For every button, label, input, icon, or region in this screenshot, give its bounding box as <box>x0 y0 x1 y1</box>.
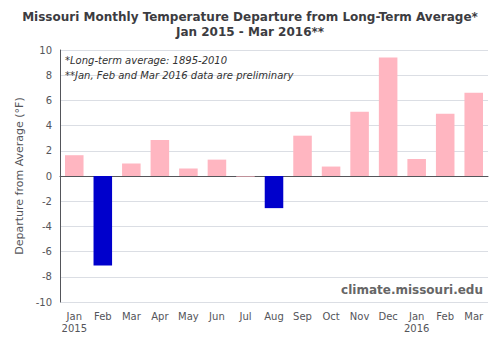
svg-text:climate.missouri.edu: climate.missouri.edu <box>341 283 483 297</box>
svg-text:Missouri Monthly Temperature D: Missouri Monthly Temperature Departure f… <box>22 10 478 24</box>
svg-text:2: 2 <box>46 145 52 156</box>
svg-text:Jan 2015 - Mar 2016**: Jan 2015 - Mar 2016** <box>175 25 325 39</box>
svg-text:Jan: Jan <box>66 311 82 322</box>
svg-text:Nov: Nov <box>350 311 370 322</box>
svg-text:Aug: Aug <box>264 311 284 322</box>
svg-text:*Long-term average: 1895-2010: *Long-term average: 1895-2010 <box>65 55 227 66</box>
svg-text:-4: -4 <box>42 221 52 232</box>
svg-text:Mar: Mar <box>122 311 142 322</box>
svg-text:Jul: Jul <box>238 311 251 322</box>
svg-text:2015: 2015 <box>62 323 87 334</box>
svg-text:8: 8 <box>46 70 52 81</box>
svg-text:6: 6 <box>46 95 52 106</box>
svg-text:2016: 2016 <box>404 323 429 334</box>
svg-text:-8: -8 <box>42 271 52 282</box>
svg-text:Oct: Oct <box>322 311 339 322</box>
svg-text:May: May <box>178 311 199 322</box>
svg-text:Jan: Jan <box>408 311 424 322</box>
svg-text:Dec: Dec <box>378 311 397 322</box>
svg-text:-2: -2 <box>42 196 52 207</box>
svg-text:-6: -6 <box>42 246 52 257</box>
svg-text:10: 10 <box>39 45 52 56</box>
svg-text:-10: -10 <box>36 297 52 308</box>
svg-text:Mar: Mar <box>464 311 484 322</box>
svg-text:Jun: Jun <box>208 311 225 322</box>
svg-text:Feb: Feb <box>436 311 454 322</box>
svg-text:Apr: Apr <box>151 311 169 322</box>
svg-text:Feb: Feb <box>94 311 112 322</box>
svg-text:4: 4 <box>46 120 52 131</box>
svg-text:**Jan, Feb and Mar 2016 data a: **Jan, Feb and Mar 2016 data are prelimi… <box>65 70 294 81</box>
svg-text:0: 0 <box>46 171 52 182</box>
svg-text:Departure from Average (°F): Departure from Average (°F) <box>13 97 26 255</box>
svg-text:Sep: Sep <box>293 311 312 322</box>
